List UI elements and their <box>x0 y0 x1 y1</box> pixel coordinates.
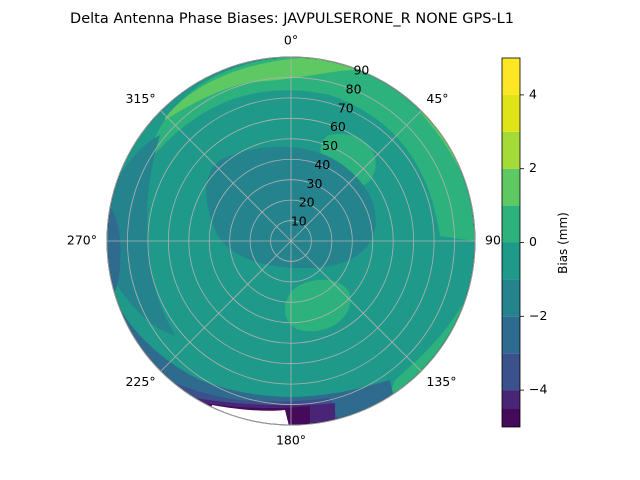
radial-tick-label: 60 <box>330 119 346 134</box>
colorbar-band <box>502 390 520 409</box>
polar-grid <box>106 56 476 426</box>
azimuth-tick-label: 0° <box>284 33 298 48</box>
colorbar-tick-label: 2 <box>529 160 537 175</box>
contour-band-deep-west <box>107 206 121 300</box>
colorbar-band <box>502 131 520 169</box>
azimuth-tick-label: 180° <box>276 433 306 448</box>
radial-tick-label: 50 <box>322 138 338 153</box>
colorbar-band <box>502 408 520 427</box>
azimuth-tick-label: 315° <box>125 91 155 106</box>
colorbar-band <box>502 94 520 132</box>
azimuth-tick-label: 45° <box>426 91 448 106</box>
radial-tick-label: 90 <box>353 63 369 78</box>
colorbar-band <box>502 242 520 280</box>
radial-tick-label: 30 <box>307 176 323 191</box>
contour-band-light-north <box>150 57 475 241</box>
contour-band-dark-west <box>107 135 175 335</box>
colorbar-tick-label: −4 <box>529 382 547 397</box>
chart-title: Delta Antenna Phase Biases: JAVPULSERONE… <box>70 11 514 27</box>
colorbar-tick-label: 4 <box>529 86 537 101</box>
azimuth-tick-label: 135° <box>426 374 456 389</box>
azimuth-tick-label: 270° <box>67 233 97 248</box>
radial-tick-labels: 10 20 30 40 50 60 70 80 90 <box>291 63 370 229</box>
azimuth-tick-labels: 0°45°90°135°180°225°270°315° <box>67 33 507 448</box>
colorbar-tick-label: 0 <box>529 234 537 249</box>
colorbar-band <box>502 168 520 206</box>
colorbar-label: Bias (mm) <box>556 212 570 274</box>
radial-tick-label: 20 <box>299 195 315 210</box>
radial-tick-label: 80 <box>346 81 362 96</box>
colorbar-band <box>502 58 520 95</box>
azimuth-tick-label: 225° <box>125 374 155 389</box>
colorbar-band <box>502 353 520 391</box>
colorbar-band <box>502 279 520 317</box>
colorbar: −4 −2 0 2 4 Bias (mm) <box>501 57 570 428</box>
radial-tick-label: 70 <box>338 100 354 115</box>
colorbar-tick-label: −2 <box>529 308 547 323</box>
grid-spoke-45 <box>290 110 422 242</box>
contour-band-green-north <box>165 58 356 120</box>
radial-tick-label: 40 <box>314 157 330 172</box>
colorbar-band <box>502 316 520 354</box>
radial-tick-label: 10 <box>291 214 307 229</box>
colorbar-band <box>502 205 520 243</box>
contour-band-green-south-center <box>285 279 351 332</box>
grid-spoke-225 <box>160 240 292 372</box>
grid-spoke-315 <box>160 110 292 242</box>
grid-spoke-135 <box>290 240 422 372</box>
